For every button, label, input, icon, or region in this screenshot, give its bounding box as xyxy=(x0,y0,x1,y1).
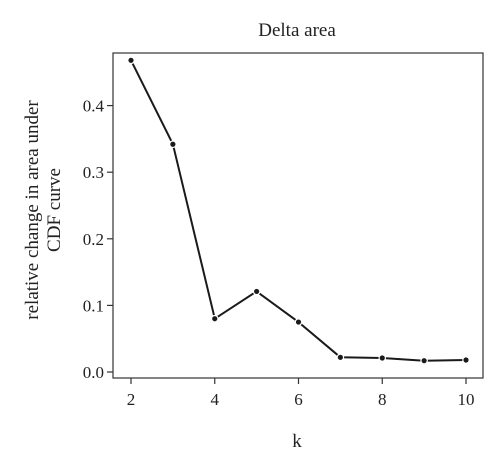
y-tick-label: 0.2 xyxy=(83,230,104,249)
y-tick-label: 0.3 xyxy=(83,163,104,182)
data-point xyxy=(252,287,261,296)
y-tick-label: 0.0 xyxy=(83,363,104,382)
y-tick-label: 0.4 xyxy=(83,97,105,116)
x-tick-label: 6 xyxy=(294,390,303,409)
x-axis: 2 4 6 8 10 xyxy=(127,378,475,409)
y-tick-label: 0.1 xyxy=(83,296,104,315)
y-axis: 0.0 0.1 0.2 0.3 0.4 xyxy=(83,97,113,382)
chart-title: Delta area xyxy=(258,20,336,41)
data-point xyxy=(210,314,219,323)
series-line xyxy=(130,59,467,362)
series-delta-area xyxy=(127,56,470,365)
y-axis-label-line-2: CDF curve xyxy=(44,168,65,252)
y-axis-label: relative change in area under CDF curve xyxy=(22,100,65,320)
x-tick-label: 2 xyxy=(127,390,136,409)
x-axis-label: k xyxy=(292,431,302,452)
y-axis-label-line-1: relative change in area under xyxy=(22,100,43,320)
x-tick-label: 10 xyxy=(458,390,475,409)
data-point xyxy=(127,56,135,65)
data-point xyxy=(294,318,303,326)
data-point xyxy=(420,356,428,365)
x-tick-label: 8 xyxy=(378,390,387,409)
data-point xyxy=(462,356,470,364)
data-point xyxy=(378,354,387,362)
x-tick-label: 4 xyxy=(211,390,220,409)
data-point xyxy=(336,353,345,362)
plot-frame xyxy=(112,52,484,379)
data-point xyxy=(169,140,177,149)
